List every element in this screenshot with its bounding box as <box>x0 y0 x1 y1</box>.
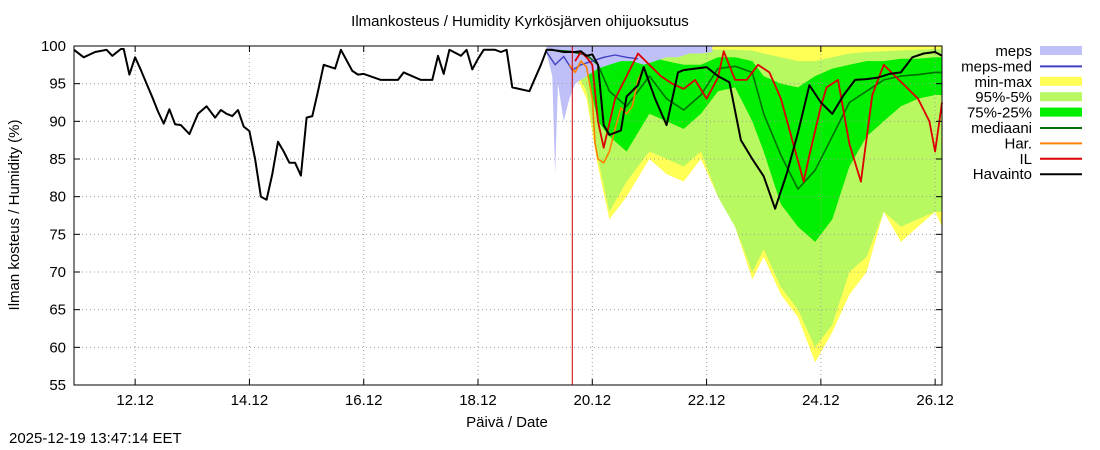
legend: mepsmeps-medmin-max95%-5%75%-25%mediaani… <box>961 43 1082 183</box>
legend-label-har: Har. <box>1004 135 1032 152</box>
series-lines <box>73 48 943 210</box>
chart-title: Ilmankosteus / Humidity Kyrkösjärven ohi… <box>351 13 689 30</box>
band-meps <box>546 46 713 175</box>
legend-label-il: IL <box>1019 151 1032 168</box>
y-tick-label: 60 <box>49 339 66 356</box>
y-tick-label: 65 <box>49 302 66 319</box>
y-axis-ticks: 55 60 65 70 75 80 85 90 95 100 <box>41 38 942 394</box>
legend-swatch-meps <box>1040 46 1082 55</box>
plot-frame <box>73 45 943 386</box>
legend-swatch-p75_25 <box>1040 107 1082 117</box>
legend-label-p95_5: 95%-5% <box>975 89 1032 106</box>
x-tick-label: 12.12 <box>116 392 154 409</box>
series-il <box>574 50 943 183</box>
x-axis-ticks: 12.12 14.12 16.12 18.12 20.12 22.12 24.12 26.12 <box>116 46 954 409</box>
legend-label-median: mediaani <box>971 120 1032 137</box>
legend-label-p75_25: 75%-25% <box>967 105 1032 122</box>
legend-label-minmax: min-max <box>974 74 1032 91</box>
series-obs <box>73 48 943 210</box>
x-tick-label: 22.12 <box>688 392 726 409</box>
y-tick-label: 70 <box>49 264 66 281</box>
y-tick-label: 100 <box>41 38 66 55</box>
x-tick-label: 24.12 <box>802 392 840 409</box>
x-tick-label: 16.12 <box>345 392 383 409</box>
timestamp: 2025-12-19 13:47:14 EET <box>9 430 182 447</box>
y-tick-label: 80 <box>49 189 66 206</box>
series-meps_med <box>546 51 639 71</box>
y-tick-label: 90 <box>49 113 66 130</box>
gridlines <box>74 46 942 385</box>
legend-label-meps: meps <box>995 43 1032 60</box>
y-axis-label: Ilman kosteus / Humidity (%) <box>6 120 23 311</box>
x-axis-label: Päivä / Date <box>466 414 548 431</box>
series-har <box>568 60 645 164</box>
x-tick-label: 20.12 <box>574 392 612 409</box>
y-tick-label: 95 <box>49 76 66 93</box>
legend-swatch-minmax <box>1040 76 1082 86</box>
x-tick-label: 26.12 <box>916 392 954 409</box>
x-tick-label: 14.12 <box>231 392 269 409</box>
y-tick-label: 85 <box>49 151 66 168</box>
x-tick-label: 18.12 <box>459 392 497 409</box>
legend-swatch-p95_5 <box>1040 92 1082 102</box>
legend-label-meps_med: meps-med <box>961 58 1032 75</box>
y-tick-label: 55 <box>49 377 66 394</box>
legend-label-obs: Havainto <box>973 166 1032 183</box>
y-tick-label: 75 <box>49 226 66 243</box>
